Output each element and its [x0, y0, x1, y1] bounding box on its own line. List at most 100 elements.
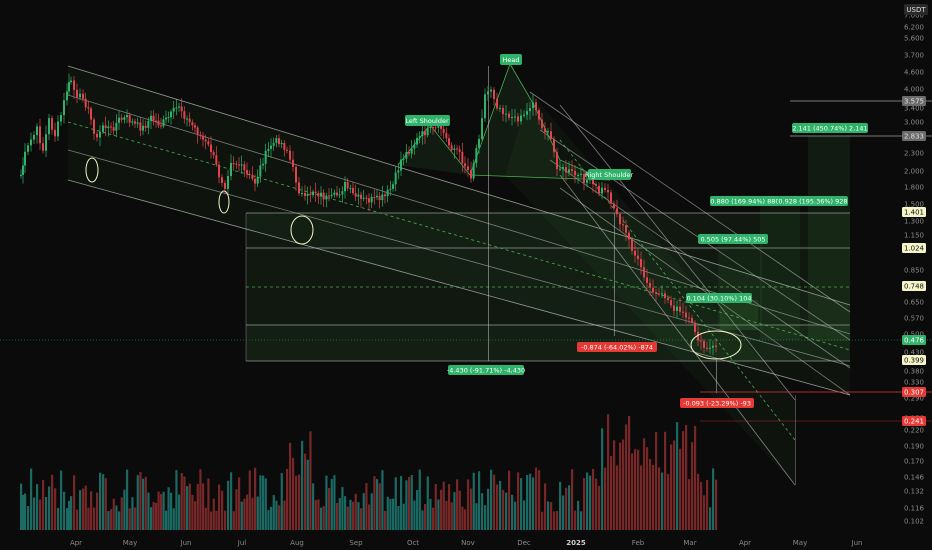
volume-bar — [344, 496, 347, 530]
volume-bar — [559, 481, 562, 530]
candle-body — [264, 150, 267, 164]
candle-body — [112, 127, 115, 131]
volume-bar — [565, 487, 568, 530]
price-axis: 5.600 4.600 4.000 3.400 3.000 2.300 2.000 1.800… — [904, 12, 925, 526]
candle-body — [470, 169, 472, 179]
volume-bar — [529, 473, 532, 530]
volume-bar — [424, 504, 427, 530]
candle-body — [157, 120, 160, 126]
volume-bar — [481, 493, 484, 530]
candle-body — [227, 176, 229, 189]
candle-body — [688, 317, 690, 319]
candle-body — [517, 116, 519, 122]
candle-body — [628, 232, 630, 240]
candle-body — [400, 159, 402, 171]
volume-bar — [556, 511, 559, 530]
candle-body — [661, 293, 663, 295]
candle-body — [328, 195, 330, 197]
volume-bar — [188, 483, 191, 530]
volume-bar — [429, 498, 432, 530]
candle-body — [178, 106, 180, 108]
volume-bar — [292, 457, 295, 530]
price-tick: 0.170 — [904, 458, 924, 466]
volume-bar — [240, 501, 243, 530]
volume-bar — [270, 506, 273, 530]
volume-bar — [230, 472, 233, 530]
volume-bar — [264, 478, 267, 530]
price-level-value: 0.241 — [904, 418, 924, 426]
volume-bar — [66, 508, 69, 530]
candle-body — [147, 121, 150, 128]
volume-bar — [352, 501, 355, 530]
price-tick: 7.000 — [904, 12, 924, 20]
volume-bar — [235, 489, 238, 530]
volume-bar — [210, 511, 213, 530]
volume-bar — [259, 475, 262, 530]
candle-body — [577, 174, 579, 176]
candle-body — [670, 300, 672, 306]
candle-body — [325, 195, 328, 200]
volume-bar — [87, 507, 90, 530]
candle-body — [416, 138, 418, 145]
candle-body — [535, 102, 537, 111]
candle-body — [481, 118, 483, 139]
candle-body — [559, 168, 561, 170]
candle-body — [664, 293, 666, 299]
volume-bar — [580, 511, 583, 530]
candle-body — [514, 116, 516, 118]
candle-body — [646, 277, 648, 283]
volume-bar — [384, 510, 387, 530]
candle-body — [275, 138, 278, 143]
volume-bar — [450, 502, 453, 530]
candle-body — [667, 298, 669, 301]
volume-bar — [544, 483, 547, 530]
volume-bar — [224, 510, 227, 530]
volume-bar — [376, 479, 379, 530]
currency-badge[interactable] — [904, 4, 928, 15]
volume-bar — [354, 493, 357, 530]
candle-body — [314, 191, 317, 194]
volume-bar — [434, 484, 437, 530]
volume-bar — [505, 492, 508, 530]
candle-body — [218, 164, 220, 178]
volume-bar — [204, 507, 207, 530]
candle-body — [583, 173, 585, 183]
candle-body — [306, 193, 309, 197]
volume-bar — [248, 470, 251, 530]
candle-body — [715, 345, 717, 347]
candle-body — [79, 93, 81, 98]
candle-body — [33, 135, 35, 140]
volume-bar — [703, 495, 706, 530]
volume-bar — [33, 497, 36, 530]
measure-labels: -4.430 (-91.71%) -4,430 -0.874 (-64.02%)… — [447, 123, 868, 408]
volume-bar — [167, 487, 170, 530]
price-tick: 0.190 — [904, 443, 924, 451]
volume-bar — [691, 442, 694, 530]
volume-bar — [688, 479, 691, 530]
candle-body — [172, 107, 175, 112]
volume-bar — [232, 511, 235, 530]
volume-bar — [221, 490, 224, 530]
volume-bar — [215, 510, 218, 530]
candle-body — [144, 125, 147, 128]
volume-bar — [68, 500, 71, 530]
price-level-value: 3.575 — [904, 98, 924, 106]
time-tick: Feb — [632, 539, 645, 547]
time-tick: Jun — [851, 539, 863, 547]
candle-body — [139, 122, 142, 131]
svg-text:Head: Head — [503, 56, 520, 64]
candle-body — [60, 114, 62, 122]
volume-bar — [142, 478, 145, 530]
volume-bar — [625, 424, 628, 530]
volume-bar — [493, 474, 496, 530]
candle-body — [251, 174, 254, 179]
volume-bar — [60, 470, 63, 530]
candle-body — [370, 196, 373, 203]
price-tick: 2.300 — [904, 150, 924, 158]
candle-body — [378, 195, 381, 201]
volume-bar — [547, 501, 550, 530]
candle-body — [186, 118, 188, 120]
price-tick: 0.102 — [904, 518, 924, 526]
